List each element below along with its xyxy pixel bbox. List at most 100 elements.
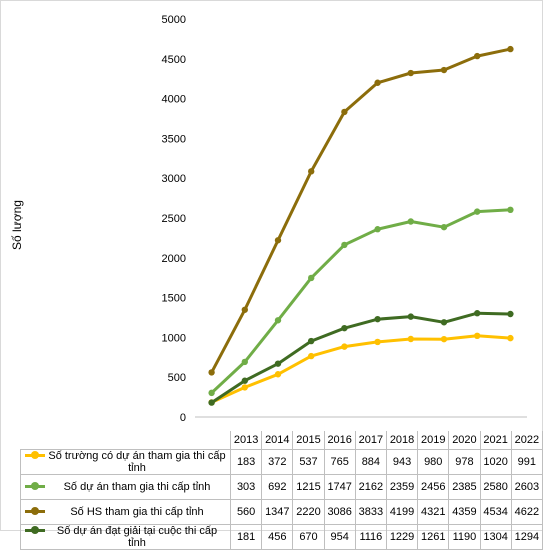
y-tick-label: 1000 (162, 332, 186, 344)
series-2-point (308, 274, 315, 282)
data-table: 2013 2014 2015 2016 2017 2018 2019 2020 2021 2022… (19, 431, 543, 550)
y-tick-label: 2000 (162, 253, 186, 265)
series-1-point (440, 335, 448, 343)
series-1-point (308, 352, 315, 360)
data-label: 2359 (385, 474, 419, 500)
data-label: 1116 (354, 524, 387, 550)
y-tick-label: 3500 (162, 133, 186, 145)
table-row: Số HS tham gia thi cấp tỉnh 560 1347 2220 30… (19, 499, 543, 525)
data-label: 183 (230, 449, 263, 475)
series-2-point (241, 358, 248, 366)
series-1-point (241, 384, 248, 391)
series-4-point (274, 360, 282, 367)
legend-entry: Số trường có dự án tham gia thi cấp tỉnh (19, 449, 232, 475)
series-3-point (308, 168, 315, 175)
data-label: 670 (292, 524, 325, 550)
series-3-point (208, 369, 215, 376)
data-label: 991 (510, 449, 543, 475)
data-label: 884 (354, 449, 387, 475)
x-tick-label: 2015 (292, 431, 325, 450)
data-label: 1294 (510, 524, 543, 550)
legend-key (25, 506, 45, 516)
series-3-point (440, 66, 448, 74)
series-3-point (241, 306, 248, 313)
y-tick-label: 3000 (162, 173, 186, 185)
data-label: 2456 (417, 474, 450, 500)
data-label: 943 (385, 449, 419, 475)
data-label: 3833 (354, 499, 387, 525)
legend-label: Số HS tham gia thi cấp tỉnh (70, 506, 204, 518)
data-label: 4199 (385, 499, 419, 525)
series-1-point (341, 343, 348, 350)
data-label: 1215 (292, 474, 325, 500)
x-tick-label: 2018 (385, 431, 419, 450)
data-label: 1229 (385, 524, 419, 550)
series-2-point (507, 206, 514, 214)
data-label: 1747 (323, 474, 356, 500)
series-4-point (341, 324, 348, 332)
series-3-point (341, 108, 348, 116)
data-label: 1304 (479, 524, 512, 550)
data-label: 181 (230, 524, 263, 550)
series-4-point (440, 319, 448, 326)
series-4-point (507, 310, 514, 318)
data-label: 1190 (448, 524, 481, 550)
data-label: 980 (417, 449, 450, 475)
series-3-point (474, 52, 481, 60)
series-4-point (308, 337, 315, 345)
data-label: 537 (292, 449, 325, 475)
series-3-point (274, 237, 282, 244)
data-label: 4321 (417, 499, 450, 525)
y-tick-label: 0 (180, 412, 186, 424)
x-tick-label: 2019 (417, 431, 450, 450)
data-label: 560 (230, 499, 263, 525)
data-label: 1261 (417, 524, 450, 550)
legend-key (25, 525, 45, 535)
series-4-point (208, 399, 215, 406)
data-label: 372 (261, 449, 294, 475)
y-tick-label: 5000 (162, 14, 186, 26)
series-2-point (474, 208, 481, 215)
data-label: 4534 (479, 499, 512, 525)
series-4-point (407, 313, 414, 320)
series-1-point (507, 334, 514, 342)
x-tick-label: 2020 (448, 431, 481, 450)
data-label: 3086 (323, 499, 356, 525)
data-label: 1020 (479, 449, 512, 475)
series-line-3 (210, 47, 512, 374)
table-row: Số dự án tham gia thi cấp tỉnh 303 692 1215… (19, 474, 543, 500)
series-4-point (374, 315, 381, 323)
y-tick-label: 2500 (162, 213, 186, 225)
series-2-point (341, 241, 348, 249)
data-label: 456 (261, 524, 294, 550)
series-2-point (407, 218, 414, 225)
data-label: 765 (323, 449, 356, 475)
legend-key (25, 481, 45, 491)
y-tick-label: 1500 (162, 293, 186, 305)
legend-entry: Số dự án tham gia thi cấp tỉnh (19, 474, 232, 500)
y-tick-label: 4000 (162, 94, 186, 106)
table-corner (21, 431, 231, 450)
series-1-point (374, 338, 381, 346)
data-label: 954 (323, 524, 356, 550)
data-label: 1347 (261, 499, 294, 525)
x-tick-label: 2017 (354, 431, 387, 450)
data-label: 2580 (479, 474, 512, 500)
legend-label: Số dự án tham gia thi cấp tỉnh (63, 481, 211, 493)
series-2-point (274, 317, 282, 324)
series-2-point (374, 226, 381, 233)
legend-entry: Số HS tham gia thi cấp tỉnh (19, 499, 232, 525)
series-3-point (407, 69, 414, 77)
table-row: Số trường có dự án tham gia thi cấp tỉnh… (19, 449, 543, 475)
data-label: 4359 (448, 499, 481, 525)
data-label: 2162 (354, 474, 387, 500)
legend-key (25, 450, 45, 460)
series-1-point (407, 335, 414, 343)
series-line-4 (210, 311, 512, 405)
series-line-2 (210, 208, 512, 395)
data-label: 2385 (448, 474, 481, 500)
data-label: 978 (448, 449, 481, 475)
data-label: 2603 (510, 474, 543, 500)
x-tick-label: 2016 (323, 431, 356, 450)
series-4-point (241, 377, 248, 384)
